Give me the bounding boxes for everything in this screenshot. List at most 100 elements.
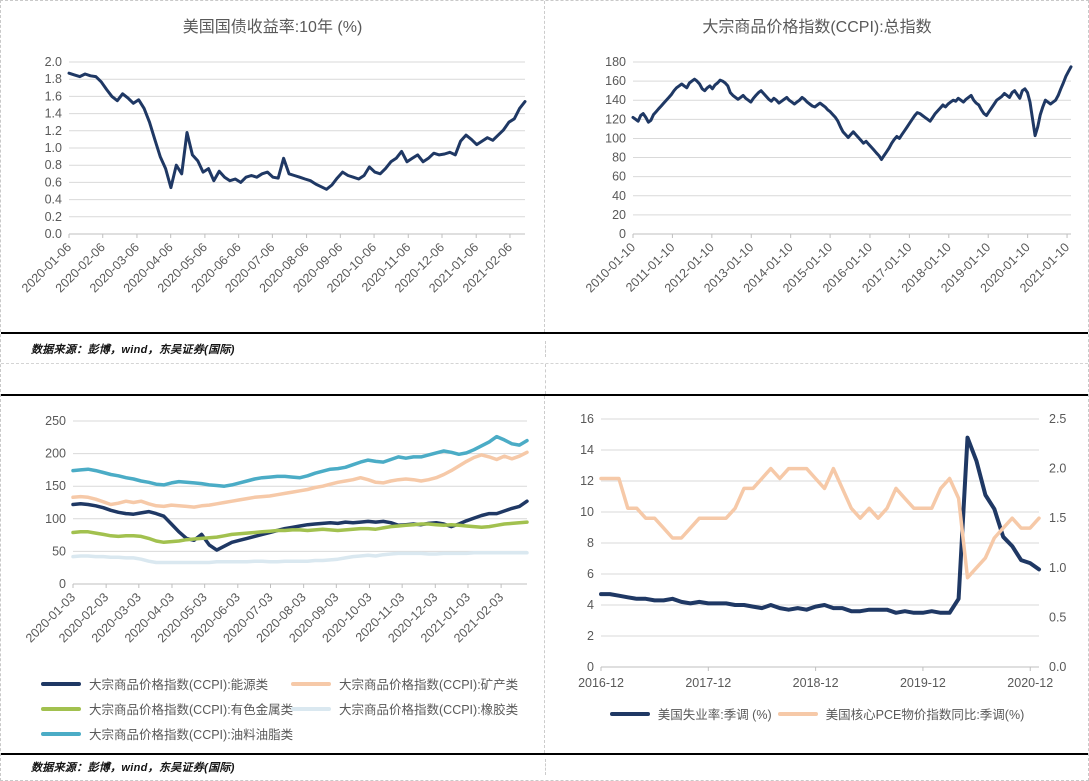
legend-swatch bbox=[41, 681, 81, 686]
legend-swatch bbox=[41, 706, 81, 711]
panel-ccpi-total: 大宗商品价格指数(CCPI):总指数 0 20 40 60 80 100 120 140 160… bbox=[545, 1, 1088, 332]
y-tick-label: 20 bbox=[612, 208, 626, 222]
legend-swatch bbox=[777, 711, 818, 716]
source-row-bottom: 数据来源：彭博，wind，东吴证券(国际) bbox=[1, 755, 1088, 779]
y-tick-label: 10 bbox=[580, 505, 594, 519]
y-tick-label: 0.0 bbox=[45, 227, 62, 241]
y-tick-label: 250 bbox=[45, 414, 66, 428]
y-tick-label: 2.0 bbox=[45, 55, 62, 69]
bottom-charts-row: 0 50 100 150 200 250 2020-01-03 2020-02-03 2020-… bbox=[1, 396, 1088, 753]
series-line bbox=[71, 499, 529, 552]
y-tick-label: 1.0 bbox=[45, 141, 62, 155]
legend-swatch bbox=[291, 706, 331, 711]
chart-ccpi-subindices-canvas: 0 50 100 150 200 250 2020-01-03 2020-02-03 2020-… bbox=[1, 396, 544, 650]
y-tick-label-right: 0.0 bbox=[1049, 660, 1066, 674]
panel-us10y-yield: 美国国债收益率:10年 (%) 0.0 0.2 0.4 0.6 0.8 1.0 1.2 1.4… bbox=[1, 1, 545, 332]
legend-item: 美国失业率:季调 (%) bbox=[609, 704, 772, 723]
y-tick-label: 100 bbox=[45, 512, 66, 526]
y-tick-label: 0 bbox=[619, 227, 626, 241]
y-tick-label: 1.2 bbox=[45, 124, 62, 138]
y-tick-label: 0 bbox=[587, 660, 594, 674]
series-line bbox=[71, 434, 529, 488]
legend-label: 美国失业率:季调 (%) bbox=[657, 708, 772, 722]
y-tick-label: 0.8 bbox=[45, 158, 62, 172]
panel-ccpi-subindices: 0 50 100 150 200 250 2020-01-03 2020-02-03 2020-… bbox=[1, 396, 545, 753]
y-tick-label-right: 1.5 bbox=[1049, 511, 1066, 525]
y-tick-label: 1.4 bbox=[45, 107, 62, 121]
series-line bbox=[599, 435, 1041, 615]
y-tick-label: 180 bbox=[605, 55, 626, 69]
top-charts-row: 美国国债收益率:10年 (%) 0.0 0.2 0.4 0.6 0.8 1.0 1.2 1.4… bbox=[1, 1, 1088, 332]
y-tick-label: 16 bbox=[580, 412, 594, 426]
y-tick-label: 0.2 bbox=[45, 210, 62, 224]
y-tick-label: 80 bbox=[612, 151, 626, 165]
legend-item: 大宗商品价格指数(CCPI):矿产类 bbox=[291, 674, 544, 693]
chart-title-ccpi-total: 大宗商品价格指数(CCPI):总指数 bbox=[702, 18, 932, 36]
ccpi-sub-indices-svg: 0501001502002502020-01-032020-02-032020-… bbox=[23, 414, 529, 645]
y-tick-label-right: 2.5 bbox=[1049, 412, 1066, 426]
x-tick-label: 2018-12 bbox=[793, 676, 839, 690]
y-tick-label: 2 bbox=[587, 629, 594, 643]
series-line bbox=[631, 65, 1073, 161]
series-line bbox=[71, 550, 529, 565]
y-tick-label: 12 bbox=[580, 474, 594, 488]
chart-unemployment-pce-canvas: 0 2 4 6 8 10 12 14 16 0.0 0.5 1.0 1.5 2.0 2.5 2016-12 20… bbox=[545, 396, 1088, 696]
series-line bbox=[67, 71, 527, 191]
y-tick-label: 0.6 bbox=[45, 175, 62, 189]
y-tick-label: 0 bbox=[59, 577, 66, 591]
legend-item: 美国核心PCE物价指数同比:季调(%) bbox=[777, 704, 1025, 723]
y-tick-label: 140 bbox=[605, 93, 626, 107]
empty-cell bbox=[546, 364, 1088, 394]
series-line bbox=[599, 466, 1041, 580]
y-tick-label: 120 bbox=[605, 112, 626, 126]
ccpi-total-index-svg: 0204060801001201401601802010-01-102011-0… bbox=[583, 55, 1073, 295]
y-tick-label: 4 bbox=[587, 598, 594, 612]
divider-line bbox=[1, 332, 1088, 334]
panel-unemployment-pce: 0 2 4 6 8 10 12 14 16 0.0 0.5 1.0 1.5 2.0 2.5 2016-12 20… bbox=[545, 396, 1088, 753]
legend-item: 大宗商品价格指数(CCPI):有色金属类 bbox=[41, 699, 294, 718]
x-tick-label: 2020-12 bbox=[1007, 676, 1053, 690]
y-tick-label: 100 bbox=[605, 131, 626, 145]
legend-label: 大宗商品价格指数(CCPI):能源类 bbox=[89, 678, 269, 692]
y-tick-label-right: 0.5 bbox=[1049, 610, 1066, 624]
series-line bbox=[71, 520, 529, 545]
legend-swatch bbox=[41, 731, 81, 736]
chart-ccpi-total-canvas: 0 20 40 60 80 100 120 140 160 180 2010-01-10 2011-0… bbox=[545, 48, 1088, 332]
empty-cell bbox=[1, 364, 546, 394]
y-tick-label: 14 bbox=[580, 443, 594, 457]
y-tick-label-right: 1.0 bbox=[1049, 561, 1066, 575]
y-tick-label: 200 bbox=[45, 447, 66, 461]
chart-legend-unemployment-pce: 美国失业率:季调 (%) 美国核心PCE物价指数同比:季调(%) bbox=[545, 704, 1088, 723]
legend-label: 大宗商品价格指数(CCPI):油料油脂类 bbox=[89, 728, 294, 742]
legend-label: 美国核心PCE物价指数同比:季调(%) bbox=[825, 708, 1025, 722]
y-tick-label-right: 2.0 bbox=[1049, 462, 1066, 476]
y-tick-label: 160 bbox=[605, 74, 626, 88]
y-tick-label: 1.6 bbox=[45, 89, 62, 103]
legend-label: 大宗商品价格指数(CCPI):橡胶类 bbox=[339, 703, 519, 717]
dashed-divider bbox=[1, 363, 1088, 364]
divider-line bbox=[1, 394, 1088, 396]
chart-us10y-canvas: 0.0 0.2 0.4 0.6 0.8 1.0 1.2 1.4 1.6 1.8 2.0 2020-01… bbox=[1, 48, 544, 332]
chart-title-us10y: 美国国债收益率:10年 (%) bbox=[182, 18, 363, 36]
legend-item: 大宗商品价格指数(CCPI):能源类 bbox=[41, 674, 291, 693]
legend-label: 大宗商品价格指数(CCPI):有色金属类 bbox=[89, 703, 294, 717]
x-tick-label: 2016-12 bbox=[578, 676, 624, 690]
spacer-row bbox=[1, 364, 1088, 394]
legend-item: 大宗商品价格指数(CCPI):橡胶类 bbox=[291, 699, 544, 718]
y-tick-label: 50 bbox=[52, 544, 66, 558]
data-source-note: 数据来源：彭博，wind，东吴证券(国际) bbox=[1, 759, 546, 775]
y-tick-label: 8 bbox=[587, 536, 594, 550]
y-tick-label: 0.4 bbox=[45, 193, 62, 207]
legend-swatch bbox=[609, 711, 650, 716]
y-tick-label: 60 bbox=[612, 170, 626, 184]
y-tick-label: 40 bbox=[612, 189, 626, 203]
y-tick-label: 150 bbox=[45, 479, 66, 493]
divider-line bbox=[1, 753, 1088, 755]
legend-swatch bbox=[291, 681, 331, 686]
series-line bbox=[71, 450, 529, 509]
legend-label: 大宗商品价格指数(CCPI):矿产类 bbox=[339, 678, 519, 692]
x-tick-label: 2019-12 bbox=[900, 676, 946, 690]
y-tick-label: 1.8 bbox=[45, 72, 62, 86]
data-source-note: 数据来源：彭博，wind，东吴证券(国际) bbox=[1, 340, 546, 357]
